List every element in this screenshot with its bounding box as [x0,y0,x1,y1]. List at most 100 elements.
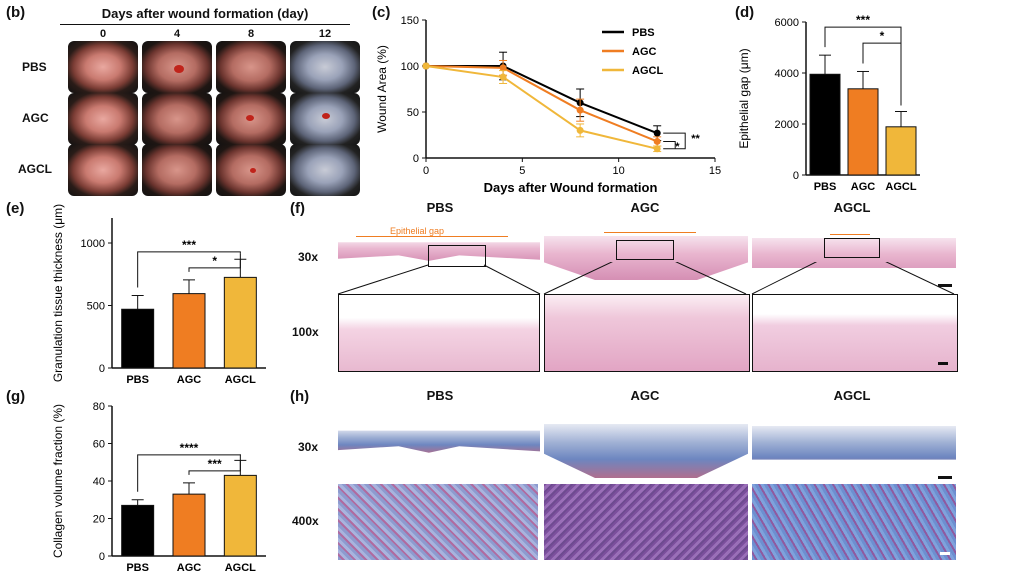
significance-mark: * [212,254,217,268]
row-label: AGC [22,111,49,125]
scale-bar [940,552,950,555]
significance-bracket [862,42,902,106]
wound-photo [142,93,212,145]
mt-section-pbs [338,430,540,453]
wound-photo [142,144,212,196]
bar-chart-d: 0 2000 4000 6000 Epithelial gap (μm) PBS AGC AG… [737,13,920,193]
data-point [653,137,661,145]
wound-photo [290,41,360,93]
significance-mark: * [880,29,885,43]
series-line-agcl [425,65,658,150]
significance-mark: **** [180,441,199,455]
mt-section-agcl [752,426,956,460]
x-tick-label: 5 [519,165,525,177]
epithelial-gap-marker [356,236,508,237]
magnification-label: 30x [298,250,319,264]
scale-bar [938,476,952,479]
bar-chart-g: 0 20 40 60 80 Collagen volume fraction (%) PBS… [51,401,266,574]
series-line-agc [425,65,658,143]
y-tick-label: 60 [93,439,105,451]
significance-mark: ** [691,133,700,145]
y-axis-title: Wound Area (%) [375,45,389,133]
y-tick-label: 0 [413,153,419,165]
panel-e-label: (e) [6,200,25,217]
scale-bar [938,284,952,287]
mt-zoom-agc [544,484,748,560]
data-point [653,145,661,153]
panel-h-label: (h) [290,388,310,405]
y-tick-label: 1000 [81,238,105,250]
bar-agcl [223,276,257,369]
data-point [422,62,430,70]
histology-group-title: PBS [426,200,454,215]
histology-group-title: AGC [630,200,660,215]
wound-photo [290,144,360,196]
significance-bracket [188,253,241,272]
day-header: 0 [99,28,107,40]
y-axis-title: Granulation tissue thickness (μm) [51,204,65,382]
he-zoom-pbs [338,294,540,372]
x-tick-label: AGCL [885,181,916,193]
bar-pbs [121,308,155,369]
y-tick-label: 20 [93,514,105,526]
data-point [499,64,507,72]
y-tick-label: 0 [793,170,799,182]
y-tick-label: 50 [407,107,419,119]
data-point [576,126,584,134]
significance-mark: *** [208,457,222,471]
data-point [499,73,507,81]
y-tick-label: 40 [93,476,105,488]
epithelial-gap-marker [604,232,696,233]
legend-label: AGCL [632,65,663,77]
bar-pbs [121,504,155,557]
y-tick-label: 80 [93,401,105,413]
wound-photo [142,41,212,93]
significance-mark: *** [856,13,870,27]
wound-photo [68,41,138,93]
x-tick-label: AGC [177,374,202,386]
wound-photo [216,93,286,145]
significance-bracket [663,132,686,150]
histology-group-title: AGC [630,388,660,403]
line-chart-c: 0 50 100 150 0 5 10 15 Days after Wound formatio… [375,15,721,195]
epithelial-gap-label: Epithelial gap [390,226,445,236]
he-section-agc [544,236,748,280]
day-header: 4 [173,28,181,40]
zoom-box [428,245,486,267]
x-axis-title: Days after Wound formation [484,180,658,195]
x-tick-label: 10 [613,165,625,177]
x-tick-label: AGCL [225,374,256,386]
panel-b-title: Days after wound formation (day) [101,6,309,21]
data-point [653,129,661,137]
wound-photo [290,93,360,145]
significance-bracket [137,251,241,288]
panel-d-label: (d) [735,4,755,21]
x-tick-label: 0 [423,165,429,177]
histology-group-title: AGCL [833,200,871,215]
mt-section-agc [544,424,748,478]
panel-f-label: (f) [290,200,305,217]
y-tick-label: 0 [99,551,105,563]
bar-agc [847,88,879,176]
x-tick-label: PBS [126,562,149,574]
scale-bar [938,362,948,365]
y-axis-title: Collagen volume fraction (%) [51,404,65,558]
magnification-label: 100x [292,325,319,339]
bar-pbs [809,73,841,176]
x-tick-label: PBS [126,374,149,386]
significance-bracket [663,140,676,149]
row-label: PBS [22,60,47,74]
wound-photo [216,41,286,93]
magnification-label: 30x [298,440,319,454]
zoom-box [824,238,880,258]
x-tick-label: AGCL [225,562,256,574]
y-tick-label: 4000 [775,68,799,80]
bar-agc [172,293,206,369]
magnification-label: 400x [292,514,319,528]
bar-chart-e: 0 500 1000 Granulation tissue thickness (μm… [51,204,266,386]
y-tick-label: 100 [401,61,419,73]
legend-label: AGC [632,46,657,58]
epithelial-gap-marker [830,234,870,235]
wound-photo [68,144,138,196]
significance-mark: *** [182,238,196,252]
